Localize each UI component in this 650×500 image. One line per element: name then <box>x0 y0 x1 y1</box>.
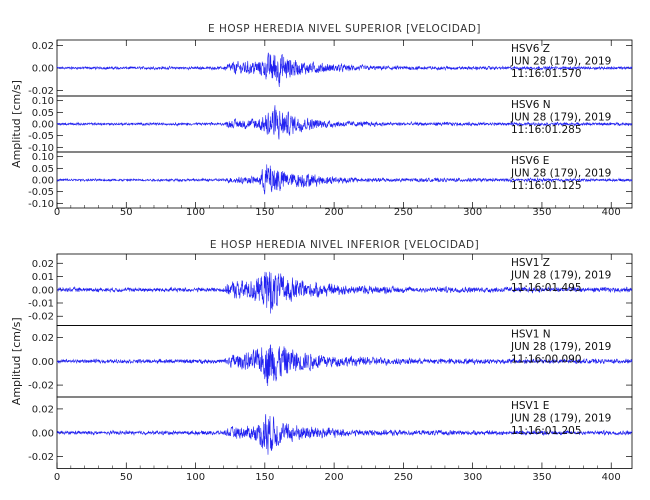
trace-annotation: JUN 28 (179), 2019 <box>510 56 611 68</box>
trace-annotation: 11:16:01.285 <box>511 124 582 136</box>
trace-annotation: 11:16:01.570 <box>511 68 582 80</box>
x-tick-label: 300 <box>463 472 482 483</box>
y-tick-label: 0.02 <box>32 41 54 52</box>
y-tick-label: 0.05 <box>32 108 54 119</box>
y-tick-label: 0.00 <box>32 176 54 187</box>
x-tick-label: 150 <box>255 472 274 483</box>
trace-annotation: HSV6 N <box>511 99 551 111</box>
trace-hsv1-n <box>56 344 633 387</box>
chart-title: E HOSP HEREDIA NIVEL SUPERIOR [VELOCIDAD… <box>208 23 481 35</box>
y-tick-label: 0.02 <box>32 404 54 415</box>
x-tick-label: 400 <box>602 472 621 483</box>
trace-hsv6-z <box>56 52 633 88</box>
y-tick-label: 0.00 <box>32 357 54 368</box>
x-tick-label: 0 <box>54 207 60 218</box>
x-tick-label: 400 <box>602 207 621 218</box>
y-tick-label: -0.01 <box>28 298 54 309</box>
y-tick-label: 0.00 <box>32 64 54 75</box>
x-tick-label: 350 <box>532 472 551 483</box>
chart-title: E HOSP HEREDIA NIVEL INFERIOR [VELOCIDAD… <box>210 239 479 251</box>
trace-annotation: HSV6 Z <box>511 43 550 55</box>
y-axis-label: Amplitud [cm/s] <box>10 80 23 168</box>
trace-hsv6-e <box>56 164 633 195</box>
trace-annotation: HSV1 Z <box>511 257 550 269</box>
y-tick-label: 0.00 <box>32 428 54 439</box>
x-tick-label: 150 <box>255 207 274 218</box>
y-tick-label: -0.10 <box>28 143 54 154</box>
y-tick-label: -0.02 <box>28 86 54 97</box>
trace-annotation: JUN 28 (179), 2019 <box>510 168 611 180</box>
y-tick-label: 0.10 <box>32 152 54 163</box>
trace-annotation: HSV1 N <box>511 329 551 341</box>
y-tick-label: -0.02 <box>28 381 54 392</box>
x-tick-label: 0 <box>54 472 60 483</box>
y-tick-label: 0.01 <box>32 272 54 283</box>
trace-annotation: HSV1 E <box>511 400 549 412</box>
trace-annotation: JUN 28 (179), 2019 <box>510 270 611 282</box>
x-tick-label: 250 <box>394 207 413 218</box>
x-tick-label: 250 <box>394 472 413 483</box>
y-tick-label: 0.00 <box>32 120 54 131</box>
trace-hsv1-e <box>56 414 633 455</box>
trace-hsv1-z <box>56 271 633 314</box>
x-tick-label: 200 <box>325 472 344 483</box>
trace-annotation: HSV6 E <box>511 155 549 167</box>
y-tick-label: -0.05 <box>28 131 54 142</box>
x-tick-label: 100 <box>186 207 205 218</box>
y-tick-label: 0.02 <box>32 333 54 344</box>
x-tick-label: 50 <box>120 472 133 483</box>
y-tick-label: 0.10 <box>32 96 54 107</box>
y-axis-label: Amplitud [cm/s] <box>10 317 23 405</box>
y-tick-label: 0.05 <box>32 164 54 175</box>
x-tick-label: 200 <box>325 207 344 218</box>
y-tick-label: 0.02 <box>32 259 54 270</box>
y-tick-label: -0.02 <box>28 312 54 323</box>
trace-annotation: 11:16:00.090 <box>511 354 582 366</box>
trace-hsv6-n <box>56 105 633 140</box>
trace-annotation: JUN 28 (179), 2019 <box>510 112 611 124</box>
y-tick-label: -0.05 <box>28 187 54 198</box>
trace-annotation: JUN 28 (179), 2019 <box>510 341 611 353</box>
trace-annotation: 11:16:01.495 <box>511 282 582 294</box>
y-tick-label: 0.00 <box>32 285 54 296</box>
y-tick-label: -0.02 <box>28 452 54 463</box>
x-tick-label: 100 <box>186 472 205 483</box>
trace-annotation: 11:16:01.205 <box>511 425 582 437</box>
trace-annotation: JUN 28 (179), 2019 <box>510 413 611 425</box>
x-tick-label: 300 <box>463 207 482 218</box>
x-tick-label: 350 <box>532 207 551 218</box>
trace-annotation: 11:16:01.125 <box>511 180 582 192</box>
x-tick-label: 50 <box>120 207 133 218</box>
y-tick-label: -0.10 <box>28 199 54 210</box>
